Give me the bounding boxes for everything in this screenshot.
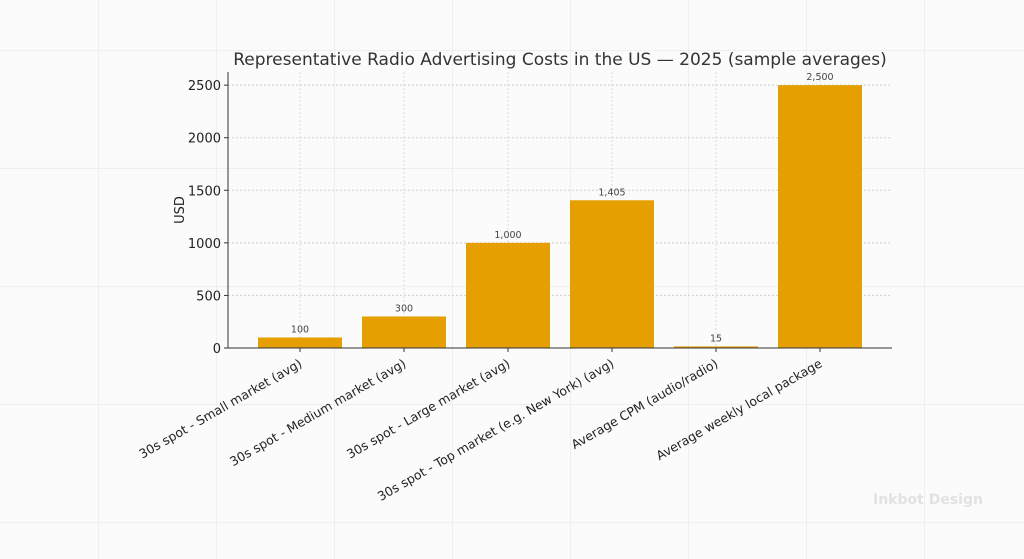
y-tick-label: 2500 <box>188 79 221 94</box>
bar <box>258 337 342 348</box>
x-tick-label: 30s spot - Medium market (avg) <box>227 356 408 469</box>
chart-title: Representative Radio Advertising Costs i… <box>233 50 887 70</box>
x-tick-label: 30s spot - Small market (avg) <box>136 356 304 462</box>
data-label: 300 <box>395 303 413 314</box>
y-tick-label: 1500 <box>188 184 221 199</box>
y-tick-label: 2000 <box>188 132 221 147</box>
data-label: 100 <box>291 324 309 335</box>
x-tick-label: 30s spot - Large market (avg) <box>344 356 513 462</box>
bar <box>674 346 758 348</box>
data-label: 1,405 <box>598 187 625 198</box>
bar <box>778 85 862 349</box>
data-label: 1,000 <box>494 230 521 241</box>
y-tick-label: 500 <box>196 289 221 304</box>
y-tick-label: 0 <box>213 342 221 357</box>
data-label: 2,500 <box>806 72 833 83</box>
bar <box>362 316 446 348</box>
y-axis-label: USD <box>173 196 188 224</box>
y-tick-label: 1000 <box>188 237 221 252</box>
bar <box>466 242 550 348</box>
bar <box>570 200 654 348</box>
data-label: 15 <box>710 333 722 344</box>
watermark: Inkbot Design <box>873 492 983 508</box>
x-tick-label: Average weekly local package <box>653 355 824 463</box>
